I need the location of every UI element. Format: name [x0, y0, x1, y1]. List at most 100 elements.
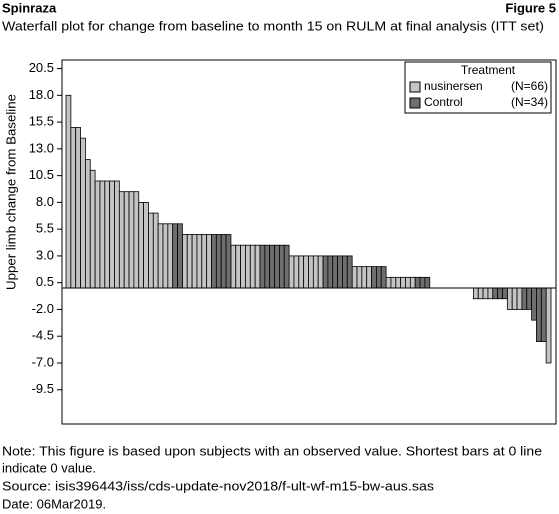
- bar: [342, 255, 348, 289]
- bar: [70, 127, 77, 289]
- legend-count: (N=66): [511, 79, 548, 93]
- legend-label: nusinersen: [424, 79, 483, 93]
- bar: [303, 255, 309, 289]
- bar: [99, 180, 106, 289]
- bar: [400, 276, 406, 289]
- y-tick-label: -2.0: [32, 301, 54, 316]
- y-axis-label: Upper limb change from Baseline: [3, 94, 18, 290]
- bar: [167, 223, 174, 289]
- bar: [235, 244, 241, 289]
- bar: [201, 234, 208, 289]
- bar: [472, 287, 479, 300]
- bar: [269, 244, 275, 289]
- bar: [152, 212, 159, 289]
- y-tick-label: 10.5: [29, 167, 54, 182]
- bar: [245, 244, 251, 289]
- chart-title: Waterfall plot for change from baseline …: [2, 18, 544, 33]
- bar: [346, 255, 353, 289]
- bar: [230, 244, 237, 289]
- bar: [89, 169, 96, 289]
- bar: [516, 287, 523, 310]
- bar: [109, 180, 115, 289]
- bar: [211, 234, 217, 289]
- bar: [327, 255, 334, 289]
- bar: [172, 223, 178, 289]
- bar: [545, 287, 552, 364]
- bar: [259, 244, 266, 289]
- bar: [240, 244, 246, 289]
- bar: [186, 234, 193, 289]
- bar: [181, 234, 188, 289]
- y-tick-label: 18.0: [29, 87, 54, 102]
- legend-swatch: [409, 81, 421, 93]
- bar: [196, 234, 203, 289]
- bar: [162, 223, 169, 289]
- bar: [521, 287, 528, 310]
- bar: [366, 266, 372, 289]
- bar: [487, 287, 494, 300]
- bar: [405, 276, 411, 289]
- bar: [385, 276, 392, 289]
- bar: [75, 127, 81, 289]
- bar: [424, 276, 431, 289]
- bar: [65, 94, 72, 289]
- bar: [492, 287, 499, 300]
- bar: [308, 255, 314, 289]
- bar: [264, 244, 271, 289]
- bar: [278, 244, 285, 289]
- legend-swatch: [409, 97, 421, 109]
- bar: [80, 137, 86, 289]
- bar: [288, 255, 295, 289]
- bar: [274, 244, 280, 289]
- plot-frame: [61, 59, 557, 425]
- header-right: Figure 5: [505, 0, 556, 15]
- bar: [536, 287, 542, 342]
- bar: [104, 180, 111, 289]
- bar: [511, 287, 518, 310]
- bar: [157, 223, 164, 289]
- bar: [191, 234, 198, 289]
- bar: [254, 244, 261, 289]
- bar: [128, 191, 135, 289]
- bar: [123, 191, 130, 289]
- bar: [133, 191, 140, 289]
- y-tick-label: 15.5: [29, 114, 54, 129]
- bar: [317, 255, 324, 289]
- note: Date: 06Mar2019.: [2, 496, 106, 511]
- bar: [322, 255, 329, 289]
- bar: [356, 266, 363, 289]
- note: indicate 0 value.: [2, 460, 96, 475]
- bar: [148, 212, 154, 289]
- bar: [361, 266, 368, 289]
- bar: [395, 276, 402, 289]
- bar: [375, 266, 382, 289]
- bar: [502, 287, 508, 300]
- legend-title: Treatment: [461, 63, 516, 77]
- bar: [143, 201, 149, 289]
- bar: [337, 255, 343, 289]
- bar: [118, 191, 125, 289]
- header-left: Spinraza: [2, 0, 57, 15]
- bar: [114, 180, 120, 289]
- legend-label: Control: [424, 95, 463, 109]
- bar: [409, 276, 416, 289]
- y-tick-label: -9.5: [32, 381, 54, 396]
- y-tick-label: 3.0: [36, 247, 54, 262]
- bar: [94, 180, 101, 289]
- bar: [414, 276, 421, 289]
- bar: [298, 255, 305, 289]
- bar: [283, 244, 290, 289]
- legend-box: [404, 61, 552, 114]
- bar: [312, 255, 319, 289]
- bar: [477, 287, 484, 300]
- bar: [225, 234, 232, 289]
- y-tick-label: 0.5: [36, 274, 54, 289]
- bar: [249, 244, 256, 289]
- bar: [85, 159, 91, 289]
- y-tick-label: 8.0: [36, 194, 54, 209]
- y-tick-label: 20.5: [29, 60, 54, 75]
- legend-count: (N=34): [511, 95, 548, 109]
